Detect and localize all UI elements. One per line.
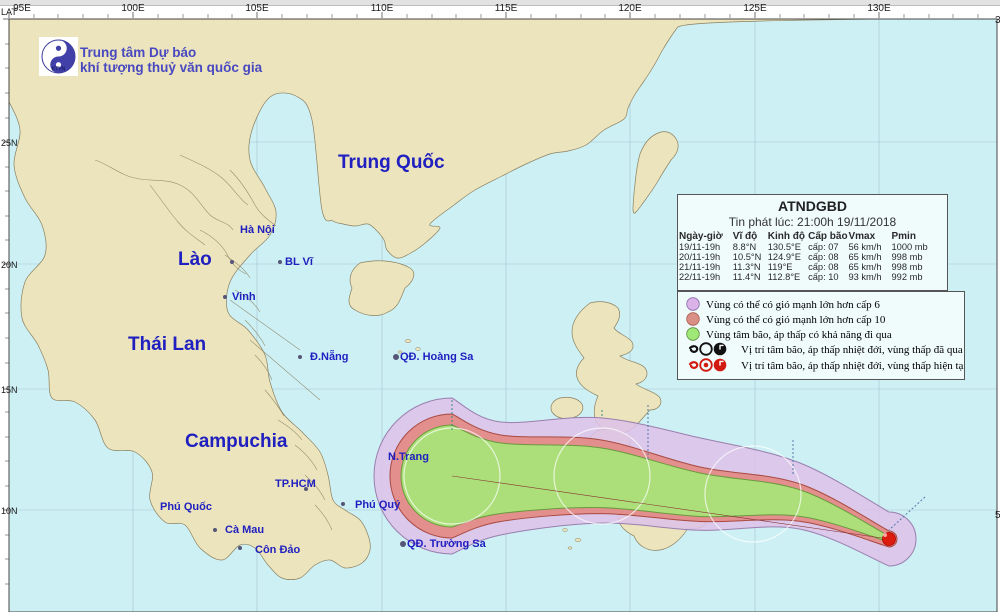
svg-text:30N: 30N [995,15,1000,26]
svg-text:110E: 110E [371,3,394,14]
svg-text:Vị trí tâm bão, áp thấp nhiệt: Vị trí tâm bão, áp thấp nhiệt đới, vùng … [741,360,965,372]
svg-text:20N: 20N [1,260,18,270]
svg-text:Campuchia: Campuchia [185,431,288,452]
svg-text:Vùng tâm bão, áp thấp có khả n: Vùng tâm bão, áp thấp có khả năng đi qua [706,329,892,341]
svg-text:Lào: Lào [178,249,212,270]
svg-text:LAT: LAT [1,7,17,17]
svg-text:Cà Mau: Cà Mau [225,524,264,536]
svg-text:KTVN: KTVN [52,67,66,73]
svg-text:Côn Đảo: Côn Đảo [255,544,301,556]
svg-text:Hà Nội: Hà Nội [240,224,275,236]
svg-text:Trung Quốc: Trung Quốc [338,152,445,173]
svg-text:N.Trang: N.Trang [388,451,429,463]
svg-text:115E: 115E [495,3,518,14]
svg-text:TP.HCM: TP.HCM [275,478,316,490]
svg-text:BL Vĩ: BL Vĩ [285,256,314,268]
svg-text:Vinh: Vinh [232,291,256,303]
svg-text:QĐ. Hoàng Sa: QĐ. Hoàng Sa [400,351,474,363]
svg-text:Đ.Nẵng: Đ.Nẵng [310,350,349,363]
svg-text:105E: 105E [245,3,269,14]
svg-text:Trung tâm Dự báo: Trung tâm Dự báo [80,45,196,60]
svg-text:125E: 125E [743,3,767,14]
svg-text:120E: 120E [618,3,642,14]
svg-text:Thái Lan: Thái Lan [128,334,206,355]
svg-text:25N: 25N [1,138,18,148]
svg-text:15N: 15N [1,385,18,395]
svg-text:Phú Quý: Phú Quý [355,499,401,511]
svg-text:100E: 100E [121,3,145,14]
svg-text:Vùng có thể có gió mạnh lớn hơ: Vùng có thể có gió mạnh lớn hơn cấp 10 [706,314,886,326]
svg-text:Vùng có thể có gió mạnh lớn hơ: Vùng có thể có gió mạnh lớn hơn cấp 6 [706,299,880,311]
svg-text:Phú Quốc: Phú Quốc [160,501,212,513]
svg-text:5N: 5N [995,510,1000,521]
svg-text:10N: 10N [1,506,18,516]
svg-text:QĐ. Trường Sa: QĐ. Trường Sa [407,538,487,550]
svg-text:130E: 130E [867,3,891,14]
svg-text:Vị trí tâm bão, áp thấp nhiệt: Vị trí tâm bão, áp thấp nhiệt đới, vùng … [741,344,963,356]
svg-text:khí tượng thuỷ văn quốc gia: khí tượng thuỷ văn quốc gia [80,60,263,75]
